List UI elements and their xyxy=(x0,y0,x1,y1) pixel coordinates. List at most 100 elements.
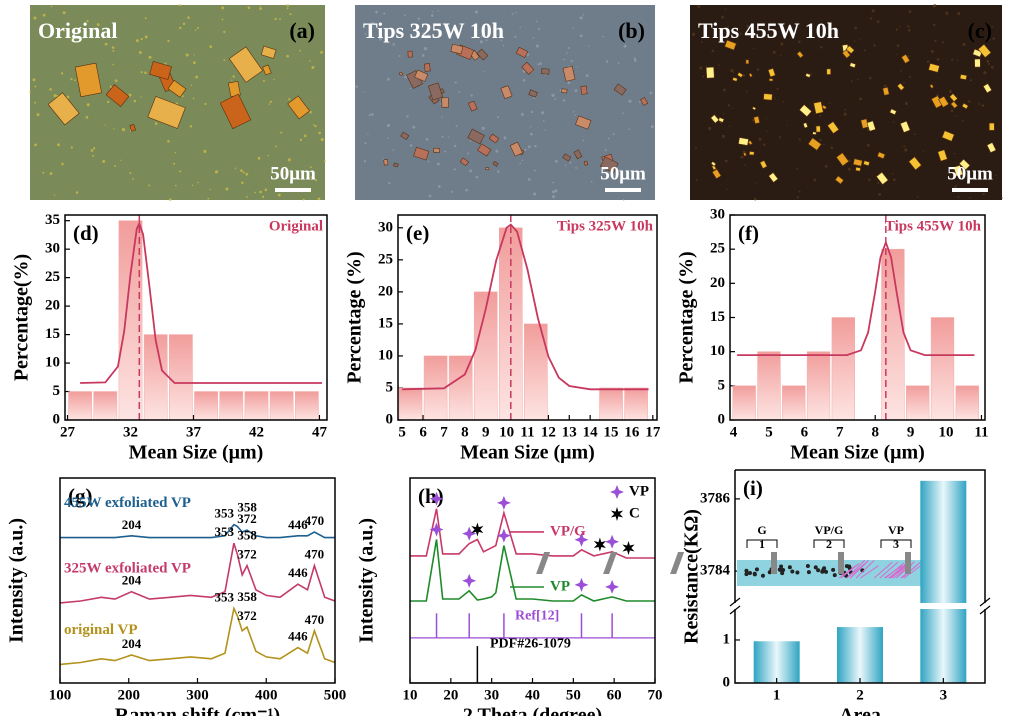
speckle xyxy=(71,36,75,40)
x-tick-label: 42 xyxy=(249,424,264,440)
speckle xyxy=(945,11,949,15)
crystal xyxy=(562,65,576,82)
speckle xyxy=(431,11,434,13)
crystal xyxy=(732,76,738,82)
speckle xyxy=(567,81,571,85)
speckle xyxy=(315,179,318,182)
speckle xyxy=(950,109,954,113)
peak-marker xyxy=(574,532,589,547)
crystal xyxy=(600,156,619,174)
crystal xyxy=(958,158,971,171)
speckle xyxy=(922,150,924,152)
crystal xyxy=(949,93,958,103)
crystal xyxy=(467,128,485,145)
crystal xyxy=(724,39,737,51)
speckle xyxy=(427,160,430,163)
speckle xyxy=(718,64,720,66)
speckle xyxy=(362,91,365,93)
speckle xyxy=(569,161,572,164)
speckle xyxy=(275,145,277,148)
speckle xyxy=(485,39,488,42)
speckle xyxy=(740,32,742,35)
speckle xyxy=(700,41,703,43)
speckle xyxy=(480,34,484,38)
speckle xyxy=(386,137,389,140)
speckle xyxy=(830,146,834,150)
fit-curve xyxy=(80,221,322,384)
panel-tag: (d) xyxy=(73,221,99,245)
crystal xyxy=(768,172,779,183)
speckle xyxy=(231,79,233,81)
speckle xyxy=(437,185,441,188)
histogram-bar xyxy=(881,248,905,421)
speckle xyxy=(536,20,538,23)
speckle xyxy=(724,159,728,163)
crystal xyxy=(580,85,588,95)
speckle xyxy=(129,172,132,175)
speckle xyxy=(797,40,801,44)
speckle xyxy=(428,194,432,198)
crystal xyxy=(767,67,776,78)
speckle xyxy=(926,60,930,63)
speckle xyxy=(241,181,244,184)
speckle xyxy=(519,26,521,29)
x-axis-label: 2 Theta (degree) xyxy=(463,705,602,716)
speckle xyxy=(223,59,226,62)
vp-flake xyxy=(846,563,866,579)
electrode xyxy=(670,552,685,574)
speckle xyxy=(421,54,425,57)
speckle xyxy=(257,156,261,160)
speckle xyxy=(49,172,53,175)
speckle xyxy=(868,178,871,182)
speckle xyxy=(148,184,151,187)
x-tick-label: 10 xyxy=(403,687,418,703)
speckle xyxy=(628,128,630,131)
speckle xyxy=(240,169,243,172)
speckle xyxy=(519,162,521,165)
speckle xyxy=(299,138,303,141)
speckle xyxy=(481,126,485,130)
speckle xyxy=(474,10,478,14)
speckle xyxy=(899,25,901,27)
speckle xyxy=(721,29,723,31)
crystal xyxy=(477,143,492,157)
peak-label: 446 xyxy=(288,565,308,580)
inset-label: G xyxy=(757,523,766,537)
speckle xyxy=(521,159,524,162)
speckle xyxy=(941,41,944,44)
graphene-dot xyxy=(760,573,765,578)
graphene-dot xyxy=(754,567,759,572)
speckle xyxy=(192,97,195,100)
x-tick-label: 4 xyxy=(730,424,738,440)
speckle xyxy=(564,164,567,167)
speckle xyxy=(363,160,367,163)
scale-bar xyxy=(605,188,641,192)
bracket xyxy=(813,539,845,548)
speckle xyxy=(232,75,235,78)
speckle xyxy=(522,79,526,82)
speckle xyxy=(475,175,479,179)
speckle xyxy=(956,59,959,62)
panel-tag: (i) xyxy=(743,476,763,500)
speckle xyxy=(182,22,186,26)
speckle xyxy=(140,71,143,74)
speckle xyxy=(551,195,556,199)
speckle xyxy=(567,47,570,50)
speckle xyxy=(412,125,416,129)
y-tick-label: 15 xyxy=(378,315,393,331)
speckle xyxy=(280,131,283,134)
speckle xyxy=(247,6,251,10)
x-tick-label: 10 xyxy=(939,424,954,440)
peak-label: 470 xyxy=(305,513,325,528)
crystal xyxy=(500,85,513,100)
speckle xyxy=(102,36,105,39)
speckle xyxy=(732,71,735,73)
x-tick-label: 100 xyxy=(49,687,72,703)
speckle xyxy=(883,84,887,88)
speckle xyxy=(193,54,195,56)
x-tick-label: 6 xyxy=(801,424,809,440)
histogram-bar xyxy=(295,391,319,421)
speckle xyxy=(364,33,367,35)
speckle xyxy=(895,28,898,31)
speckle xyxy=(61,162,64,166)
